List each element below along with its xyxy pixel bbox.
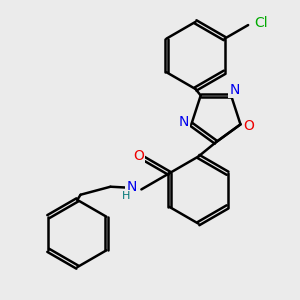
Text: Cl: Cl: [255, 16, 268, 30]
Text: O: O: [133, 149, 144, 164]
Text: N: N: [229, 83, 239, 97]
Text: H: H: [122, 191, 130, 201]
Text: N: N: [178, 116, 189, 129]
Text: N: N: [127, 180, 137, 194]
Text: O: O: [243, 119, 254, 133]
